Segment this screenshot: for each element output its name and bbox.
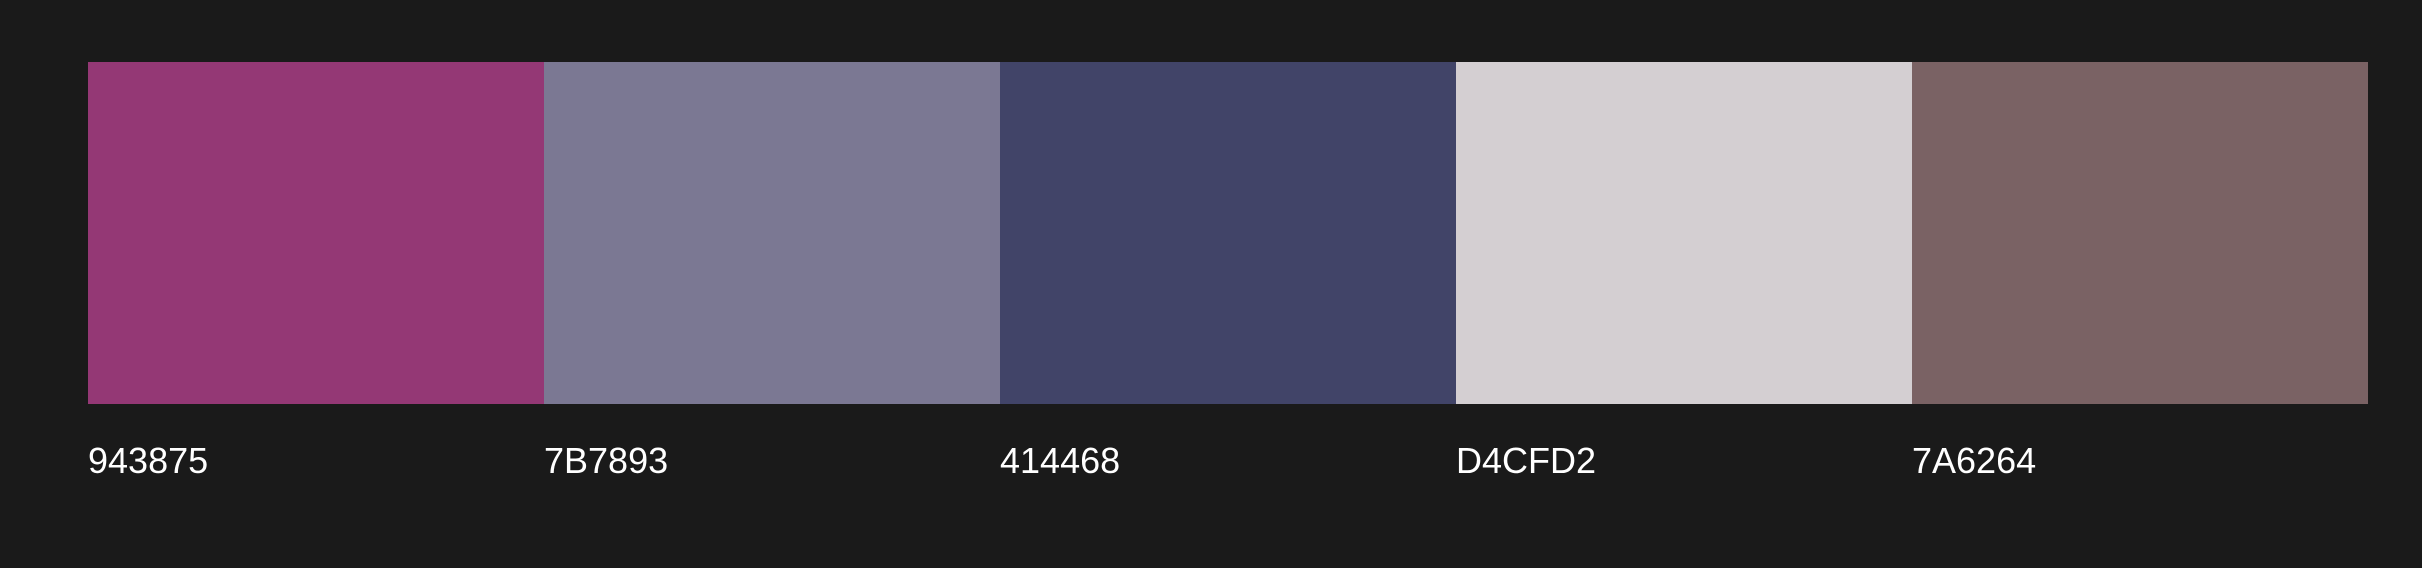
palette-entry-2: 7B7893 [544, 62, 1000, 482]
color-code-3: 414468 [1000, 440, 1121, 481]
color-swatch-4[interactable] [1456, 62, 1912, 404]
color-swatch-2[interactable] [544, 62, 1000, 404]
color-code-1: 943875 [88, 440, 209, 481]
color-swatch-1[interactable] [88, 62, 544, 404]
palette-entry-5: 7A6264 [1912, 62, 2368, 482]
color-code-4: D4CFD2 [1456, 440, 1597, 481]
color-swatch-5[interactable] [1912, 62, 2368, 404]
color-swatch-3[interactable] [1000, 62, 1456, 404]
color-palette: 943875 7B7893 414468 D4CFD2 7A6264 [88, 62, 2368, 482]
palette-entry-3: 414468 [1000, 62, 1456, 482]
palette-entry-4: D4CFD2 [1456, 62, 1912, 482]
color-code-5: 7A6264 [1912, 440, 2037, 481]
palette-entry-1: 943875 [88, 62, 544, 482]
color-code-2: 7B7893 [544, 440, 669, 481]
